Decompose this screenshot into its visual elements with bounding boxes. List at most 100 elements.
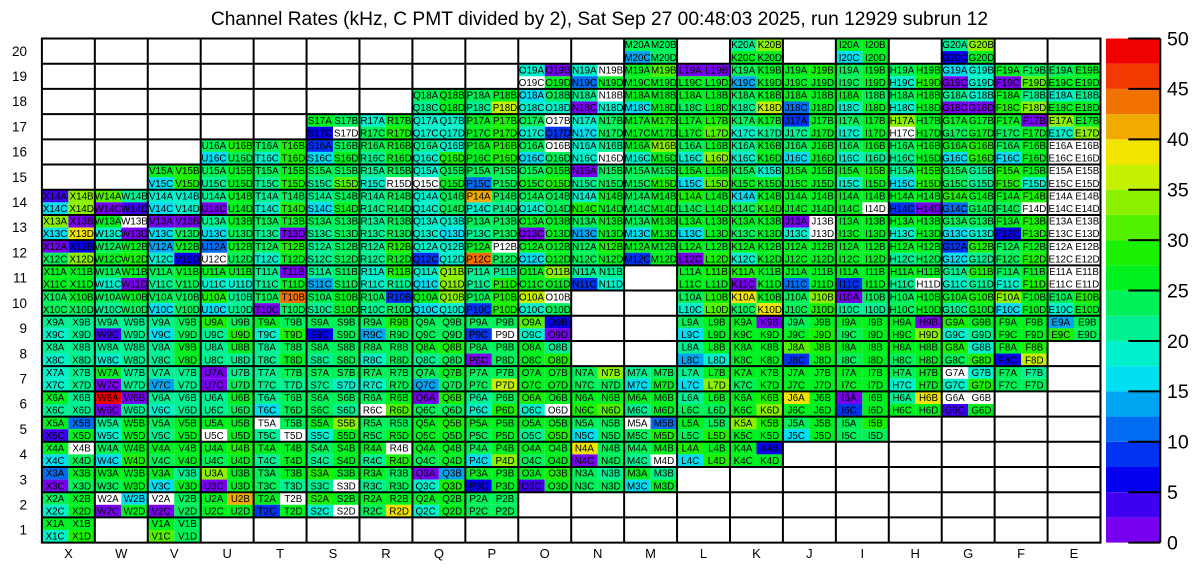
svg-text:M15C: M15C <box>624 179 650 190</box>
svg-text:K20A: K20A <box>731 40 755 51</box>
svg-text:H9D: H9D <box>919 330 939 341</box>
svg-text:N7B: N7B <box>601 368 621 379</box>
svg-text:V1D: V1D <box>178 532 197 543</box>
svg-text:R8C: R8C <box>363 355 383 366</box>
svg-text:T10A: T10A <box>255 292 279 303</box>
svg-text:H17A: H17A <box>890 116 915 127</box>
svg-text:K13A: K13A <box>731 217 755 228</box>
svg-text:Q11C: Q11C <box>413 280 438 291</box>
svg-text:H9B: H9B <box>919 318 939 329</box>
svg-text:T5A: T5A <box>258 418 276 429</box>
svg-text:T4D: T4D <box>284 456 303 467</box>
svg-text:R2D: R2D <box>389 507 409 518</box>
svg-text:M3D: M3D <box>653 481 674 492</box>
svg-text:S14D: S14D <box>334 204 359 215</box>
svg-text:N3D: N3D <box>601 481 621 492</box>
svg-text:R7B: R7B <box>390 368 410 379</box>
svg-text:T2D: T2D <box>284 507 303 518</box>
svg-text:T15B: T15B <box>282 166 306 177</box>
svg-text:N17B: N17B <box>599 116 624 127</box>
svg-text:R2B: R2B <box>390 494 410 505</box>
svg-text:L6A: L6A <box>682 393 700 404</box>
svg-text:X5B: X5B <box>72 418 91 429</box>
svg-text:N7D: N7D <box>601 381 621 392</box>
svg-text:J10A: J10A <box>785 292 808 303</box>
svg-text:R16C: R16C <box>360 154 385 165</box>
svg-text:P4C: P4C <box>469 456 488 467</box>
svg-text:Q5A: Q5A <box>416 418 436 429</box>
svg-text:R9B: R9B <box>390 318 410 329</box>
svg-text:N4D: N4D <box>601 456 621 467</box>
svg-text:G17C: G17C <box>942 128 968 139</box>
svg-text:E12C: E12C <box>1049 254 1074 265</box>
svg-text:K10D: K10D <box>757 305 782 316</box>
svg-text:H15A: H15A <box>890 166 915 177</box>
svg-text:R5D: R5D <box>389 431 409 442</box>
svg-text:R16B: R16B <box>387 141 412 152</box>
svg-text:K5A: K5A <box>734 418 753 429</box>
svg-text:N16C: N16C <box>572 154 597 165</box>
svg-text:S11D: S11D <box>334 280 358 291</box>
svg-text:K18A: K18A <box>731 91 755 102</box>
svg-text:W10A: W10A <box>95 292 122 303</box>
svg-text:S8C: S8C <box>310 355 329 366</box>
svg-text:N19C: N19C <box>572 78 597 89</box>
svg-text:X9A: X9A <box>46 318 65 329</box>
svg-text:G8D: G8D <box>971 355 991 366</box>
svg-text:O4A: O4A <box>522 444 542 455</box>
svg-text:T9C: T9C <box>258 330 277 341</box>
svg-text:O16D: O16D <box>545 154 571 165</box>
svg-text:J14C: J14C <box>785 204 808 215</box>
svg-text:U4A: U4A <box>204 444 224 455</box>
svg-text:F9A: F9A <box>999 318 1017 329</box>
svg-text:H10A: H10A <box>890 292 915 303</box>
svg-text:R17D: R17D <box>387 128 412 139</box>
svg-text:M7A: M7A <box>627 368 648 379</box>
svg-text:V10D: V10D <box>175 305 200 316</box>
svg-text:Q6A: Q6A <box>416 393 436 404</box>
svg-text:K12B: K12B <box>758 242 782 253</box>
svg-text:H18C: H18C <box>889 103 914 114</box>
svg-text:H12D: H12D <box>916 254 941 265</box>
svg-text:J18B: J18B <box>811 91 834 102</box>
svg-text:E11B: E11B <box>1076 267 1100 278</box>
svg-text:L4C: L4C <box>681 456 699 467</box>
svg-text:S11C: S11C <box>308 280 332 291</box>
svg-text:X8C: X8C <box>46 355 65 366</box>
svg-text:U7B: U7B <box>231 368 251 379</box>
svg-text:S3D: S3D <box>337 481 356 492</box>
svg-text:F16B: F16B <box>1023 141 1047 152</box>
svg-text:N: N <box>593 546 602 561</box>
svg-text:L6C: L6C <box>681 406 699 417</box>
svg-text:N3B: N3B <box>601 469 621 480</box>
svg-text:W: W <box>115 546 128 561</box>
svg-text:I6C: I6C <box>841 406 856 417</box>
svg-text:K6A: K6A <box>734 393 753 404</box>
svg-text:J16C: J16C <box>785 154 808 165</box>
svg-text:K14C: K14C <box>731 204 756 215</box>
svg-text:P11B: P11B <box>493 267 517 278</box>
svg-text:X1D: X1D <box>72 532 91 543</box>
svg-text:W5B: W5B <box>124 418 146 429</box>
svg-text:40: 40 <box>1167 129 1189 151</box>
svg-text:L10D: L10D <box>705 305 728 316</box>
svg-text:O19C: O19C <box>519 78 545 89</box>
svg-text:F16A: F16A <box>996 141 1020 152</box>
svg-text:R14D: R14D <box>387 204 412 215</box>
svg-text:H: H <box>911 546 920 561</box>
svg-text:V15C: V15C <box>149 179 174 190</box>
svg-text:M18D: M18D <box>651 103 677 114</box>
svg-text:L14C: L14C <box>679 204 702 215</box>
svg-text:K10C: K10C <box>731 305 756 316</box>
svg-text:G8B: G8B <box>972 343 992 354</box>
svg-text:15: 15 <box>12 170 27 185</box>
svg-text:G20A: G20A <box>942 40 968 51</box>
svg-text:E11D: E11D <box>1075 280 1099 291</box>
svg-text:I10D: I10D <box>865 305 886 316</box>
svg-text:N16D: N16D <box>598 154 623 165</box>
svg-text:T14C: T14C <box>255 204 279 215</box>
svg-text:J15D: J15D <box>811 179 834 190</box>
svg-text:S12B: S12B <box>334 242 358 253</box>
svg-text:S13B: S13B <box>334 217 358 228</box>
svg-text:L8A: L8A <box>682 343 700 354</box>
